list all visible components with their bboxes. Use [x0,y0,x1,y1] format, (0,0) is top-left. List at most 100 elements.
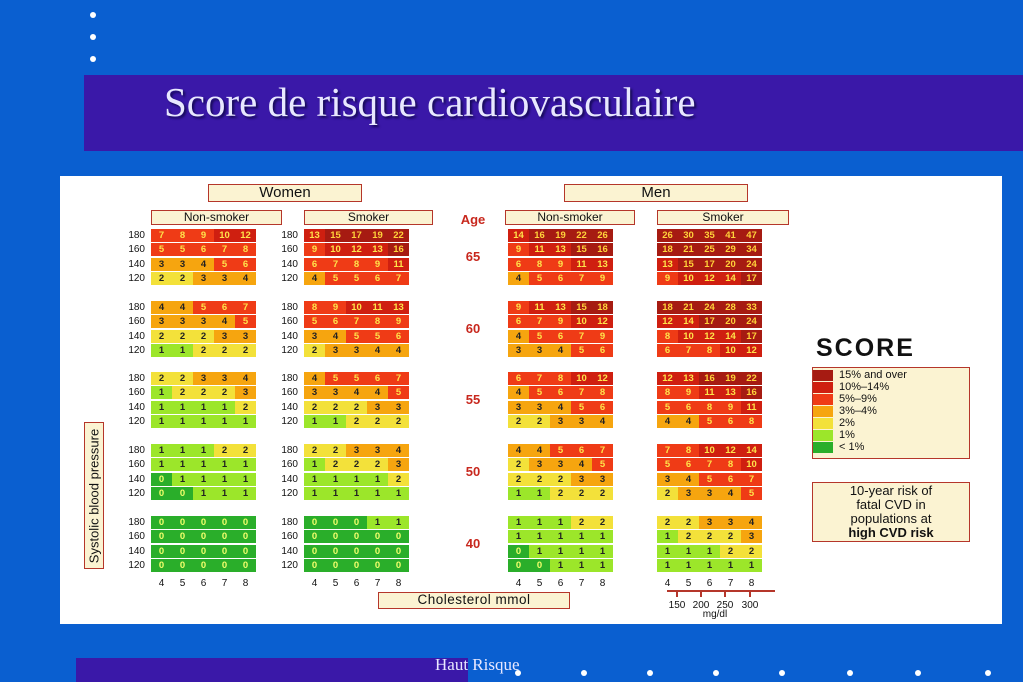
risk-cell: 13 [592,257,613,271]
sbp-tick-label: 140 [281,258,298,270]
risk-cell: 0 [346,558,367,572]
cholesterol-tick-label: 8 [748,578,755,589]
risk-cell: 11 [529,301,550,314]
risk-cell: 0 [214,516,235,529]
sbp-tick-label: 180 [128,230,145,241]
risk-cell: 12 [657,372,678,385]
risk-cell: 3 [172,315,193,329]
risk-cell: 1 [325,472,346,486]
sbp-tick-label: 180 [128,445,145,456]
risk-cell: 5 [699,414,720,428]
risk-cell: 6 [550,386,571,400]
risk-cell: 1 [151,444,172,457]
risk-cell: 0 [388,544,409,558]
risk-cell: 12 [592,315,613,329]
risk-cell: 2 [214,343,235,357]
risk-cell: 11 [367,301,388,314]
risk-cell: 15 [571,243,592,257]
risk-cell: 6 [592,343,613,357]
risk-cell: 0 [172,486,193,500]
risk-cell: 10 [325,243,346,257]
risk-cell: 5 [529,271,550,285]
risk-cell: 4 [508,444,529,457]
risk-cell: 33 [741,301,762,314]
risk-cell: 2 [193,343,214,357]
risk-cell: 1 [235,472,256,486]
cholesterol-tick-label: 7 [221,578,228,589]
risk-cell: 1 [151,414,172,428]
risk-cell: 4 [592,414,613,428]
risk-cell: 1 [720,558,741,572]
risk-cell: 3 [741,530,762,544]
risk-note-line: high CVD risk [848,525,934,540]
risk-cell: 18 [592,301,613,314]
risk-cell: 0 [151,530,172,544]
score-logo: SCORE [816,334,915,363]
age-label: 65 [465,249,481,264]
risk-cell: 1 [304,486,325,500]
risk-cell: 1 [550,530,571,544]
risk-cell: 14 [720,271,741,285]
slide-title: Score de risque cardiovasculaire [164,79,696,125]
risk-cell: 4 [304,271,325,285]
risk-cell: 11 [699,386,720,400]
sbp-tick-label: 180 [128,373,145,384]
risk-cell: 2 [172,271,193,285]
risk-cell: 8 [235,243,256,257]
risk-cell: 16 [592,243,613,257]
risk-cell: 0 [325,558,346,572]
risk-cell: 6 [193,243,214,257]
sbp-tick-label: 180 [281,445,298,456]
risk-cell: 14 [508,229,529,242]
risk-cell: 1 [571,558,592,572]
sbp-tick-label: 120 [281,487,298,499]
risk-cell: 1 [529,544,550,558]
mgdl-tick-label: 300 [741,600,759,611]
risk-cell: 4 [235,271,256,285]
risk-cell: 5 [346,329,367,343]
risk-cell: 2 [193,329,214,343]
risk-cell: 3 [592,472,613,486]
risk-cell: 8 [678,444,699,457]
risk-cell: 6 [657,343,678,357]
risk-cell: 6 [550,329,571,343]
risk-cell: 3 [325,386,346,400]
risk-cell: 1 [508,486,529,500]
risk-cell: 0 [304,530,325,544]
sbp-tick-label: 140 [281,545,298,557]
sbp-tick-label: 160 [281,531,298,543]
score-chart: Women Men Non-smoker Smoker Age Non-smok… [60,176,1002,624]
risk-cell: 1 [529,486,550,500]
risk-cell: 7 [214,243,235,257]
cholesterol-tick-label: 6 [353,578,360,589]
risk-cell: 0 [151,544,172,558]
risk-cell: 0 [193,516,214,529]
risk-cell: 1 [367,472,388,486]
risk-cell: 1 [172,472,193,486]
risk-cell: 3 [508,400,529,414]
risk-cell: 1 [346,486,367,500]
risk-cell: 3 [529,343,550,357]
mgdl-tick [724,590,726,597]
risk-cell: 2 [529,472,550,486]
sbp-tick-label: 180 [128,302,145,313]
risk-cell: 9 [325,301,346,314]
risk-cell: 1 [529,516,550,529]
risk-cell: 3 [151,257,172,271]
cholesterol-tick-label: 4 [515,578,522,589]
risk-cell: 1 [699,558,720,572]
risk-cell: 4 [304,372,325,385]
risk-cell: 5 [529,386,550,400]
risk-cell: 0 [346,544,367,558]
risk-cell: 1 [367,516,388,529]
risk-cell: 1 [151,386,172,400]
risk-cell: 9 [657,271,678,285]
risk-cell: 7 [388,271,409,285]
sbp-tick-label: 160 [128,531,145,543]
risk-cell: 10 [699,444,720,457]
sbp-tick-label: 140 [281,473,298,485]
risk-cell: 5 [571,343,592,357]
risk-note-line: fatal CVD in [856,497,926,512]
risk-cell: 28 [720,301,741,314]
legend-label: 3%–4% [839,405,877,417]
